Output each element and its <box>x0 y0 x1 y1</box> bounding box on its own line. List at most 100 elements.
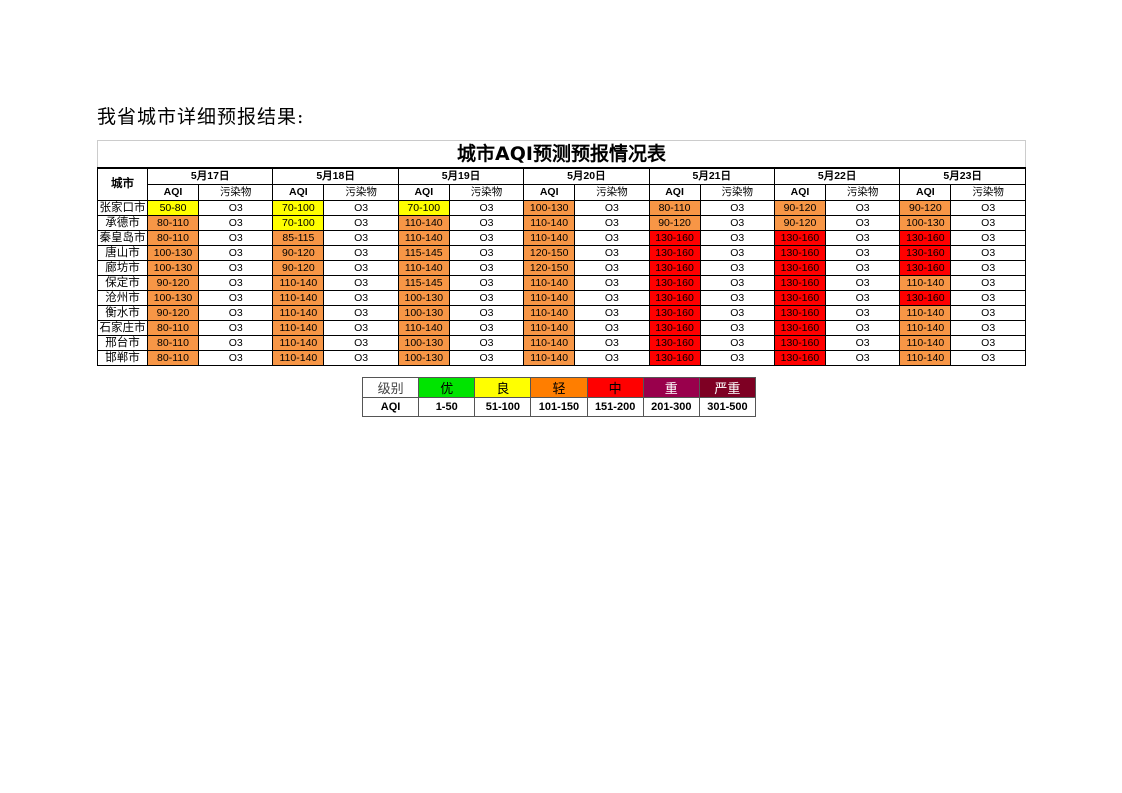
aqi-cell: 130-160 <box>773 350 826 366</box>
aqi-cell: 110-140 <box>523 275 576 291</box>
pollutant-cell: O3 <box>824 245 901 261</box>
aqi-cell: 110-140 <box>899 305 952 321</box>
aqi-forecast-table: 城市AQI预测预报情况表 城市 5月17日 5月18日 5月19日 5月20日 5月21日… <box>97 140 1026 366</box>
pollutant-cell: O3 <box>950 275 1026 291</box>
aqi-cell: 115-145 <box>397 275 450 291</box>
pollutant-cell: O3 <box>448 290 525 306</box>
pollutant-cell: O3 <box>448 275 525 291</box>
aqi-cell: 90-120 <box>899 200 952 216</box>
pollutant-cell: O3 <box>950 335 1026 351</box>
legend-level-label: 级别 <box>361 377 420 398</box>
pollutant-cell: O3 <box>950 290 1026 306</box>
pollutant-subheader: 污染物 <box>824 184 901 201</box>
pollutant-cell: O3 <box>323 275 399 291</box>
aqi-cell: 130-160 <box>773 245 826 261</box>
aqi-cell: 130-160 <box>648 260 701 276</box>
aqi-cell: 130-160 <box>648 305 701 321</box>
date-header: 5月17日 <box>146 167 274 185</box>
aqi-subheader: AQI <box>397 184 450 201</box>
pollutant-cell: O3 <box>950 215 1026 231</box>
date-header: 5月21日 <box>648 167 775 185</box>
date-header: 5月18日 <box>272 167 399 185</box>
pollutant-cell: O3 <box>699 305 775 321</box>
aqi-cell: 130-160 <box>648 335 701 351</box>
aqi-cell: 130-160 <box>773 275 826 291</box>
city-name: 承德市 <box>97 215 148 231</box>
pollutant-cell: O3 <box>824 290 901 306</box>
city-name: 石家庄市 <box>97 320 148 336</box>
pollutant-cell: O3 <box>448 245 525 261</box>
pollutant-cell: O3 <box>699 260 775 276</box>
aqi-subheader: AQI <box>147 184 199 201</box>
legend-level-range: 101-150 <box>530 397 588 417</box>
pollutant-cell: O3 <box>574 230 650 246</box>
pollutant-cell: O3 <box>448 230 525 246</box>
aqi-cell: 90-120 <box>272 245 325 261</box>
pollutant-cell: O3 <box>197 245 274 261</box>
pollutant-cell: O3 <box>197 275 274 291</box>
pollutant-cell: O3 <box>699 215 775 231</box>
pollutant-cell: O3 <box>824 275 901 291</box>
aqi-cell: 130-160 <box>899 230 952 246</box>
aqi-cell: 110-140 <box>523 215 576 231</box>
legend-level-name: 中 <box>586 377 644 398</box>
aqi-cell: 130-160 <box>648 290 701 306</box>
pollutant-cell: O3 <box>448 215 525 231</box>
aqi-cell: 130-160 <box>773 305 826 321</box>
aqi-cell: 80-110 <box>648 200 701 216</box>
legend-level-name: 优 <box>418 377 476 398</box>
aqi-cell: 90-120 <box>648 215 701 231</box>
legend-level-range: 301-500 <box>698 397 757 417</box>
aqi-subheader: AQI <box>899 184 952 201</box>
pollutant-cell: O3 <box>323 230 399 246</box>
aqi-cell: 90-120 <box>272 260 325 276</box>
table-row: 石家庄市 80-110 O3 110-140 O3 110-140 O3 110-140 O3 1… <box>97 320 1026 336</box>
table-row: 沧州市 100-130 O3 110-140 O3 100-130 O3 110-140 O3 1… <box>97 290 1026 306</box>
aqi-cell: 110-140 <box>899 335 952 351</box>
legend-aqi-label: AQI <box>361 397 420 417</box>
pollutant-cell: O3 <box>699 230 775 246</box>
aqi-cell: 130-160 <box>648 245 701 261</box>
legend-level-range: 1-50 <box>418 397 476 417</box>
aqi-cell: 110-140 <box>397 215 450 231</box>
date-header: 5月19日 <box>397 167 525 185</box>
pollutant-cell: O3 <box>574 290 650 306</box>
pollutant-cell: O3 <box>197 200 274 216</box>
aqi-cell: 110-140 <box>523 305 576 321</box>
aqi-level-legend: 级别优良轻中重严重 AQI 1-50 51-100 101-150 151-200 201… <box>361 377 757 417</box>
pollutant-cell: O3 <box>197 215 274 231</box>
aqi-cell: 100-130 <box>147 290 199 306</box>
aqi-cell: 110-140 <box>523 350 576 366</box>
table-row: 邯郸市 80-110 O3 110-140 O3 100-130 O3 110-140 O3 13… <box>97 350 1026 366</box>
aqi-cell: 110-140 <box>272 275 325 291</box>
aqi-cell: 70-100 <box>272 215 325 231</box>
pollutant-cell: O3 <box>323 260 399 276</box>
pollutant-cell: O3 <box>824 230 901 246</box>
pollutant-cell: O3 <box>699 350 775 366</box>
aqi-subheader: AQI <box>523 184 576 201</box>
aqi-subheader: AQI <box>648 184 701 201</box>
aqi-cell: 130-160 <box>648 350 701 366</box>
aqi-cell: 70-100 <box>272 200 325 216</box>
aqi-cell: 50-80 <box>147 200 199 216</box>
aqi-cell: 85-115 <box>272 230 325 246</box>
city-name: 衡水市 <box>97 305 148 321</box>
pollutant-cell: O3 <box>574 320 650 336</box>
aqi-subheader: AQI <box>773 184 826 201</box>
pollutant-cell: O3 <box>197 335 274 351</box>
pollutant-cell: O3 <box>448 305 525 321</box>
aqi-cell: 130-160 <box>648 275 701 291</box>
pollutant-cell: O3 <box>323 320 399 336</box>
pollutant-cell: O3 <box>448 335 525 351</box>
aqi-cell: 100-130 <box>397 305 450 321</box>
table-title: 城市AQI预测预报情况表 <box>97 140 1026 169</box>
aqi-cell: 130-160 <box>899 245 952 261</box>
pollutant-cell: O3 <box>574 350 650 366</box>
legend-level-range: 51-100 <box>474 397 532 417</box>
table-row: 唐山市 100-130 O3 90-120 O3 115-145 O3 120-150 O3 13… <box>97 245 1026 261</box>
pollutant-cell: O3 <box>197 260 274 276</box>
pollutant-cell: O3 <box>699 275 775 291</box>
table-row: 承德市 80-110 O3 70-100 O3 110-140 O3 110-140 O3 90-… <box>97 215 1026 231</box>
pollutant-cell: O3 <box>197 320 274 336</box>
pollutant-cell: O3 <box>699 320 775 336</box>
